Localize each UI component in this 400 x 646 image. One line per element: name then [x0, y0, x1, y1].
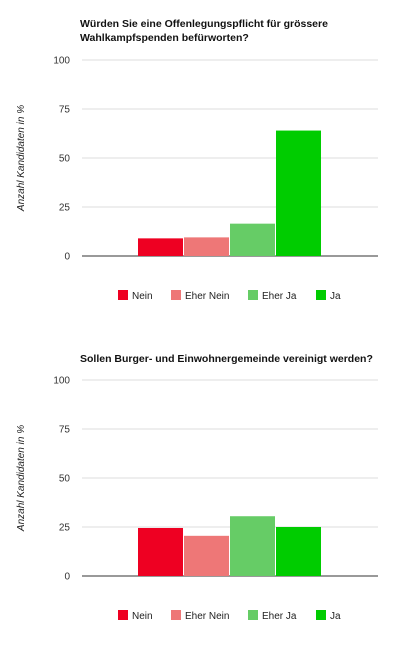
- bar-1: [138, 238, 183, 256]
- y-axis-label: Anzahl Kandidaten in %: [16, 425, 27, 532]
- chart-svg: 0 25 50 75 100 Anzahl Kandidaten in % Nein Eher…: [16, 56, 378, 302]
- y-tick-label: 0: [64, 252, 70, 263]
- y-tick-label: 25: [59, 203, 71, 214]
- legend-swatch: [248, 290, 258, 300]
- legend-label: Nein: [132, 611, 153, 622]
- bar-2: [184, 535, 229, 576]
- y-tick-label: 100: [53, 56, 70, 67]
- y-axis-label: Anzahl Kandidaten in %: [16, 105, 27, 212]
- legend-label: Ja: [330, 611, 341, 622]
- bar-3: [230, 223, 275, 256]
- legend-label: Eher Nein: [185, 611, 229, 622]
- bar-3: [230, 516, 275, 576]
- y-tick-label: 25: [59, 523, 71, 534]
- legend-swatch: [171, 610, 181, 620]
- legend-swatch: [118, 610, 128, 620]
- chart-svg: 0 25 50 75 100 Anzahl Kandidaten in % Nein Eher…: [16, 376, 378, 622]
- y-tick-label: 50: [59, 154, 71, 165]
- legend-label: Ja: [330, 291, 341, 302]
- y-tick-label: 75: [59, 105, 71, 116]
- legend-swatch: [316, 610, 326, 620]
- y-tick-label: 50: [59, 474, 71, 485]
- legend-swatch: [171, 290, 181, 300]
- bar-1: [138, 527, 183, 576]
- chart-gemeinde-vereinigung: Sollen Burger- und Einwohnergemeinde ver…: [0, 320, 400, 646]
- legend-swatch: [248, 610, 258, 620]
- bar-2: [184, 237, 229, 256]
- legend-label: Eher Nein: [185, 291, 229, 302]
- y-tick-label: 0: [64, 572, 70, 583]
- chart-title: Sollen Burger- und Einwohnergemeinde ver…: [80, 353, 373, 365]
- y-tick-label: 100: [53, 376, 70, 387]
- bar-4: [276, 527, 321, 576]
- legend-swatch: [316, 290, 326, 300]
- legend-label: Eher Ja: [262, 291, 297, 302]
- legend-label: Nein: [132, 291, 153, 302]
- legend-swatch: [118, 290, 128, 300]
- bar-4: [276, 130, 321, 256]
- y-tick-label: 75: [59, 425, 71, 436]
- chart-offenlegungspflicht: Würden Sie eine Offenlegungspflicht für …: [0, 0, 400, 320]
- legend-label: Eher Ja: [262, 611, 297, 622]
- chart-title: Würden Sie eine Offenlegungspflicht für …: [80, 18, 328, 44]
